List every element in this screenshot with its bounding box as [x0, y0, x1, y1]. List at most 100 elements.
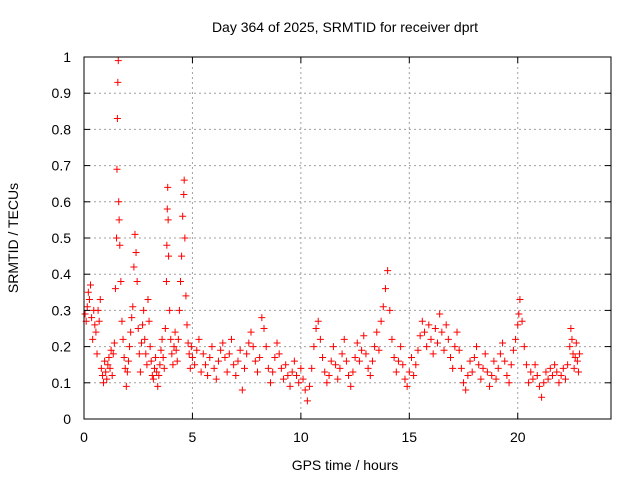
data-point [271, 353, 279, 361]
data-point [377, 317, 385, 325]
data-point [172, 346, 180, 354]
data-point [572, 339, 580, 347]
data-point [177, 277, 185, 285]
data-point [94, 306, 102, 314]
data-point [232, 372, 240, 380]
data-point [175, 306, 183, 314]
data-point [122, 382, 130, 390]
data-point [297, 364, 305, 372]
data-point [118, 317, 126, 325]
data-point [290, 357, 298, 365]
data-point [161, 325, 169, 332]
x-tick-label: 5 [189, 429, 197, 445]
data-point [427, 335, 435, 343]
data-point [533, 372, 541, 380]
data-point [117, 277, 125, 285]
data-point [165, 252, 173, 260]
data-point [181, 234, 189, 242]
data-point [362, 350, 370, 358]
data-point [405, 368, 413, 376]
data-point [384, 267, 392, 275]
data-point [555, 379, 563, 387]
data-point [535, 382, 543, 390]
data-point [273, 339, 281, 347]
data-point [142, 350, 150, 358]
data-point [345, 372, 353, 380]
data-point [174, 335, 182, 343]
data-point [144, 296, 152, 304]
data-point [481, 350, 489, 358]
data-point [477, 375, 485, 383]
data-point [288, 368, 296, 376]
data-point [126, 343, 134, 351]
data-point [425, 321, 433, 329]
data-point [219, 339, 227, 347]
data-point [147, 357, 155, 365]
data-point [286, 382, 294, 390]
data-point [243, 350, 251, 358]
data-point [154, 382, 162, 390]
data-point [113, 115, 121, 123]
data-point [447, 353, 455, 361]
data-point [269, 368, 277, 376]
data-point [183, 321, 191, 329]
data-point [499, 339, 507, 347]
data-point [403, 382, 411, 390]
data-point [329, 343, 337, 351]
data-point [351, 353, 359, 361]
data-point [494, 364, 502, 372]
data-point [212, 375, 220, 383]
data-point [412, 361, 420, 369]
data-point [133, 277, 141, 285]
data-point [509, 346, 517, 354]
data-point [505, 379, 513, 387]
data-point [496, 350, 504, 358]
data-point [323, 379, 331, 387]
data-point [88, 314, 96, 322]
data-point [123, 368, 131, 376]
data-point [115, 198, 123, 206]
data-point [83, 303, 91, 311]
data-point [570, 364, 578, 372]
data-point [110, 339, 118, 347]
y-tick-label: 1 [63, 49, 71, 65]
data-point [140, 306, 148, 314]
data-point [503, 372, 511, 380]
data-point [149, 375, 157, 383]
data-point [230, 361, 238, 369]
data-point [310, 343, 318, 351]
data-point [327, 357, 335, 365]
data-point [301, 386, 309, 394]
data-point [143, 361, 151, 369]
data-point [131, 230, 139, 238]
data-point [135, 350, 143, 358]
data-point [397, 343, 405, 351]
data-point [81, 310, 89, 318]
data-point [518, 317, 526, 325]
data-point [460, 379, 468, 387]
data-point [561, 375, 569, 383]
data-point [186, 364, 194, 372]
data-point [332, 361, 340, 369]
data-point [515, 310, 523, 318]
data-point [156, 361, 164, 369]
data-point [256, 353, 264, 361]
data-point [199, 350, 207, 358]
data-point [145, 317, 153, 325]
data-point [141, 335, 149, 343]
data-point [336, 364, 344, 372]
data-point [293, 372, 301, 380]
data-point [319, 353, 327, 361]
data-point [312, 325, 320, 332]
x-axis-ticks: 0 5 10 15 20 [80, 57, 526, 445]
data-point [488, 372, 496, 380]
data-point [166, 306, 174, 314]
y-axis-label: SRMTID / TECUs [5, 183, 21, 293]
data-point [182, 292, 190, 300]
data-point [188, 353, 196, 361]
data-point [571, 353, 579, 361]
data-point [111, 285, 119, 293]
data-point [531, 361, 539, 369]
data-point [178, 252, 186, 260]
data-point [386, 306, 394, 314]
